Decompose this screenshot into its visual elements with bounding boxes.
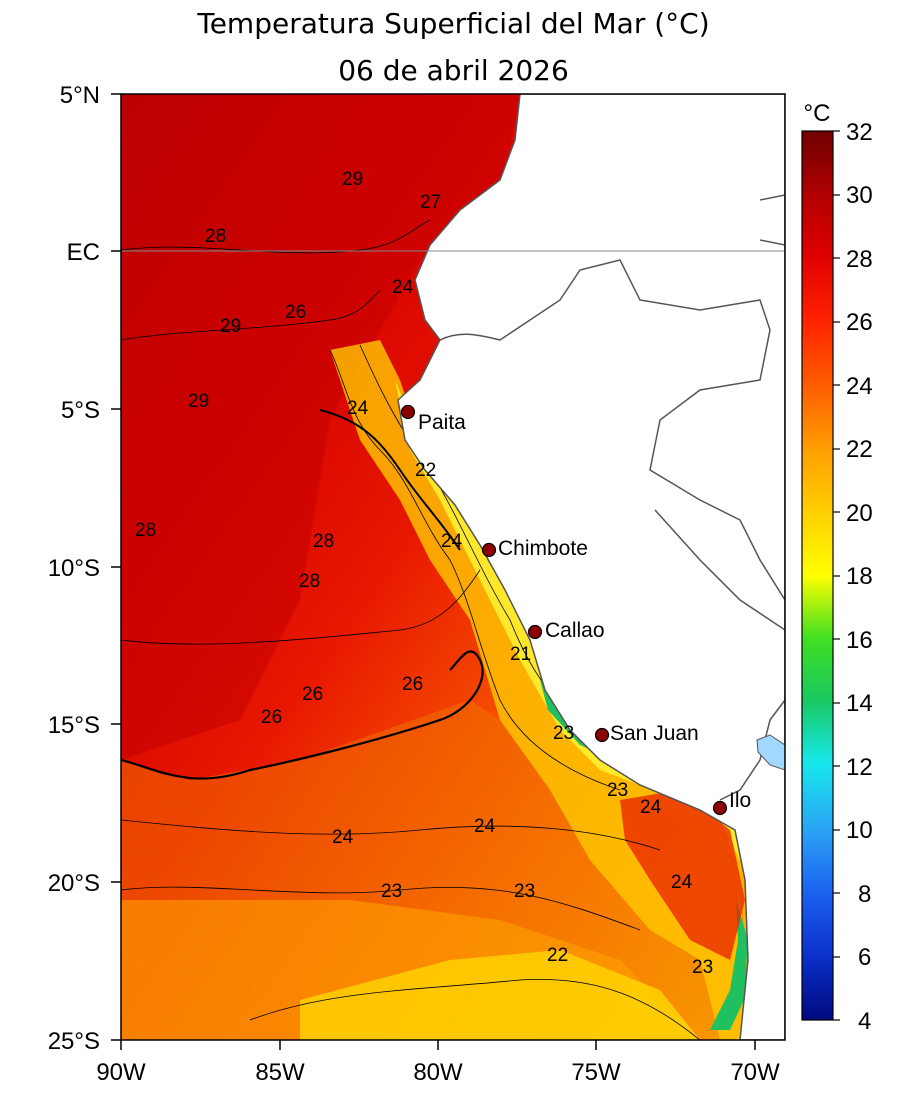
ytick: 10°S: [48, 555, 100, 582]
contour-label: 28: [205, 226, 226, 247]
colorbar-tick: 12: [846, 754, 873, 781]
contour-label: 21: [510, 644, 531, 665]
city-marker-callao: [527, 624, 543, 640]
contour-label: 26: [285, 302, 306, 323]
colorbar-tick: 6: [858, 944, 871, 971]
ytick: 15°S: [48, 712, 100, 739]
xtick: 85W: [255, 1059, 305, 1086]
colorbar-tick: 26: [846, 309, 873, 336]
border-colombia: [759, 194, 785, 246]
contour-label: 23: [692, 957, 713, 978]
contour-label: 28: [313, 531, 334, 552]
colorbar-tick: 32: [846, 119, 873, 146]
ytick: 5°S: [61, 397, 100, 424]
city-label-chimbote: Chimbote: [498, 537, 588, 560]
cold-strip-south: [710, 900, 748, 1030]
contour-label: 26: [402, 674, 423, 695]
city-marker-san-juan: [594, 727, 610, 743]
warm-pool: [121, 94, 520, 760]
city-label-ilo: Ilo: [729, 789, 751, 812]
colorbar-ticks: 32 30 28 26 24 22 20 18 16 14 12 10 8 6 …: [846, 119, 873, 1035]
colorbar-tick: 10: [846, 817, 873, 844]
contour-label: 24: [392, 277, 414, 298]
isotherm-26: [121, 650, 484, 780]
city-markers: Paita Chimbote Callao San Juan Ilo: [400, 404, 751, 816]
contour-label: 24: [332, 827, 354, 848]
south-band-3: [300, 950, 700, 1040]
contour-label: 23: [553, 723, 574, 744]
isotherm-24: [319, 409, 461, 551]
colorbar-tick: 30: [846, 182, 873, 209]
colorbar-tick: 18: [846, 563, 873, 590]
contour-label: 29: [342, 169, 363, 190]
city-label-san-juan: San Juan: [610, 722, 699, 745]
ytick: 25°S: [48, 1028, 100, 1055]
warm-patch-south: [620, 790, 745, 960]
xtick: 70W: [730, 1059, 780, 1086]
city-label-callao: Callao: [545, 619, 605, 642]
city-marker-paita: [400, 404, 416, 420]
ytick: EC: [67, 239, 100, 266]
colorbar-tick: 14: [846, 690, 873, 717]
city-marker-chimbote: [481, 542, 497, 558]
xtick: 80W: [413, 1059, 463, 1086]
xtick: 75W: [571, 1059, 621, 1086]
city-label-paita: Paita: [418, 411, 466, 434]
contour-label: 29: [220, 316, 241, 337]
border-ecuador-peru: [439, 259, 785, 601]
contour-label: 24: [671, 872, 693, 893]
colorbar-tick: 22: [846, 436, 873, 463]
contour-label: 22: [547, 945, 568, 966]
contour-label: 26: [302, 684, 323, 705]
colorbar-tick: 20: [846, 500, 873, 527]
contour-label: 28: [299, 571, 320, 592]
contour-label: 23: [514, 881, 535, 902]
contour-label: 24: [640, 797, 662, 818]
colorbar: [801, 130, 834, 1021]
map-date: 06 de abril 2026: [338, 54, 569, 87]
city-marker-ilo: [712, 800, 728, 816]
map-title: Temperatura Superficial del Mar (°C): [197, 7, 710, 40]
border-peru-brazil: [654, 509, 785, 631]
contour-label: 23: [381, 881, 402, 902]
colorbar-tick: 16: [846, 627, 873, 654]
contour-label: 26: [261, 707, 282, 728]
xtick: 90W: [96, 1059, 146, 1086]
contour-label: 24: [441, 531, 463, 552]
contour-label: 24: [347, 398, 369, 419]
colorbar-tick: 24: [846, 373, 873, 400]
ytick: 5°N: [60, 82, 100, 109]
land: [397, 94, 785, 1040]
contour-label: 28: [135, 520, 156, 541]
colorbar-tick: 4: [858, 1008, 871, 1035]
contour-label: 29: [188, 391, 209, 412]
contour-label: 27: [420, 192, 441, 213]
contour-label: 24: [474, 816, 496, 837]
colorbar-unit: °C: [804, 100, 831, 127]
lake-titicaca: [756, 734, 785, 771]
ytick: 20°S: [48, 870, 100, 897]
colorbar-tick: 8: [858, 881, 871, 908]
border-peru-bolivia: [719, 699, 785, 801]
colorbar-tick: 28: [846, 246, 873, 273]
contour-label: 23: [607, 780, 628, 801]
contour-label: 22: [415, 460, 436, 481]
